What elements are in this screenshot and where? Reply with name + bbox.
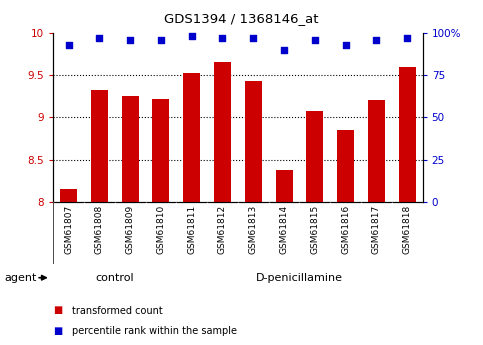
Text: transformed count: transformed count [72,306,163,315]
Text: GSM61816: GSM61816 [341,205,350,254]
Point [311,37,319,42]
Point [96,35,103,41]
Text: GSM61817: GSM61817 [372,205,381,254]
Bar [245,81,262,202]
Text: control: control [96,273,134,283]
Point [372,37,380,42]
Bar [183,73,200,202]
Point [157,37,165,42]
Point [249,35,257,41]
Text: GSM61815: GSM61815 [311,205,319,254]
Text: GDS1394 / 1368146_at: GDS1394 / 1368146_at [164,12,319,25]
Text: GSM61813: GSM61813 [249,205,258,254]
Text: GSM61810: GSM61810 [156,205,165,254]
Point [126,37,134,42]
Text: GSM61807: GSM61807 [64,205,73,254]
Bar [91,90,108,202]
Text: GSM61808: GSM61808 [95,205,104,254]
Point [280,47,288,52]
Text: D-penicillamine: D-penicillamine [256,273,343,283]
Point [403,35,411,41]
Point [219,35,227,41]
Point [342,42,350,47]
Bar [214,62,231,202]
Bar [276,170,293,202]
Text: GSM61812: GSM61812 [218,205,227,254]
Text: GSM61818: GSM61818 [403,205,412,254]
Point [65,42,72,47]
Text: GSM61809: GSM61809 [126,205,135,254]
Bar [399,67,416,202]
Bar [153,99,170,202]
Text: percentile rank within the sample: percentile rank within the sample [72,326,238,336]
Text: agent: agent [5,273,37,283]
Point [188,33,196,39]
Bar [60,189,77,202]
Text: GSM61811: GSM61811 [187,205,196,254]
Bar [122,96,139,202]
Bar [368,100,385,202]
Text: ■: ■ [53,326,62,336]
Bar [306,110,323,202]
Text: ■: ■ [53,306,62,315]
Bar [337,130,354,202]
Text: GSM61814: GSM61814 [280,205,288,254]
